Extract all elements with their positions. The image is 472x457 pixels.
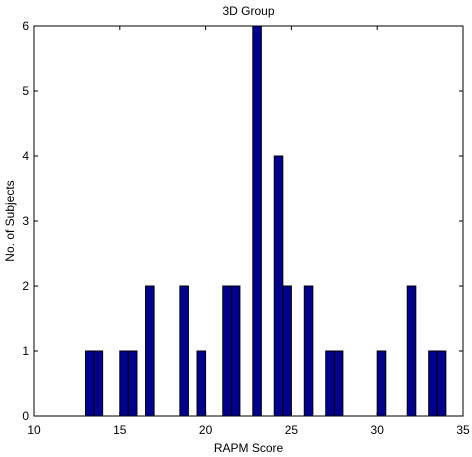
- histogram-bar: [84, 350, 95, 417]
- histogram-bar: [436, 350, 447, 417]
- x-tick-label: 25: [285, 423, 299, 437]
- histogram-bar: [127, 350, 138, 417]
- histogram-bar: [252, 25, 262, 417]
- y-tick-label: 5: [22, 84, 29, 98]
- x-tick-label: 20: [199, 423, 213, 437]
- y-tick-label: 6: [22, 19, 29, 33]
- y-tick-label: 0: [22, 409, 29, 423]
- histogram-bar: [230, 285, 241, 417]
- x-tick-label: 35: [456, 423, 470, 437]
- histogram-bar: [282, 285, 292, 417]
- histogram-bar: [376, 350, 387, 417]
- histogram-bar: [196, 350, 207, 417]
- chart-title: 3D Group: [222, 4, 274, 18]
- histogram-bar: [273, 155, 284, 417]
- y-tick-label: 2: [22, 279, 29, 293]
- histogram-bar: [406, 285, 417, 417]
- x-axis-title: RAPM Score: [214, 441, 284, 455]
- histogram-bar: [428, 350, 438, 417]
- histogram-bar: [179, 285, 189, 417]
- y-tick-label: 4: [22, 149, 29, 163]
- y-tick-label: 3: [22, 214, 29, 228]
- histogram-bar: [303, 285, 314, 417]
- histogram-bar: [325, 350, 335, 417]
- histogram-bar: [119, 350, 129, 417]
- histogram-bar: [145, 285, 155, 417]
- y-tick-label: 1: [22, 344, 29, 358]
- y-axis-title: No. of Subjects: [3, 180, 17, 261]
- ticks-layer: 10 15 20 25 30 35 0 1 2 3 4 5 6: [22, 19, 470, 437]
- histogram-bar: [93, 350, 104, 417]
- histogram-bar: [333, 350, 344, 417]
- histogram-bar: [222, 285, 232, 417]
- bars-layer: [84, 25, 447, 417]
- x-tick-label: 30: [371, 423, 385, 437]
- x-tick-label: 10: [27, 423, 41, 437]
- x-tick-label: 15: [113, 423, 127, 437]
